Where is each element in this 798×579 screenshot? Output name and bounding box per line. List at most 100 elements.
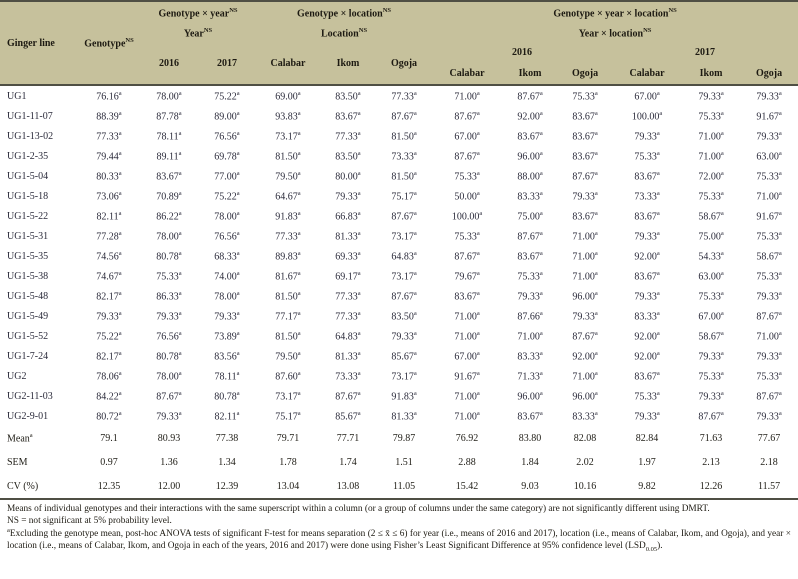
header-2016-calabar: Calabar	[449, 67, 485, 79]
value-cell: 87.67a	[756, 389, 782, 403]
cell-superscript: a	[778, 89, 782, 97]
cell-superscript: a	[178, 89, 182, 97]
value-cell: 72.00a	[698, 169, 724, 183]
header-2017-calabar: Calabar	[629, 67, 665, 79]
cell-superscript: a	[297, 329, 301, 337]
ginger-line-label: UG1-5-35	[7, 250, 49, 262]
summary-label: Meana	[7, 431, 33, 445]
summary-value-cell: 2.13	[702, 456, 720, 468]
cell-superscript: a	[178, 309, 182, 317]
cell-superscript: a	[413, 369, 417, 377]
summary-value-cell: 79.1	[100, 432, 118, 444]
value-cell: 91.83a	[391, 389, 417, 403]
cell-superscript: a	[539, 249, 543, 257]
table-row: UG1-5-38 74.67a 75.33a 74.00a 81.67a 69.17a 73…	[0, 266, 798, 286]
summary-value-cell: 13.04	[276, 480, 300, 492]
header-2017-ikom: Ikom	[699, 67, 723, 79]
value-cell: 73.17a	[391, 269, 417, 283]
value-cell: 75.33a	[634, 149, 660, 163]
value-cell: 78.00a	[156, 369, 182, 383]
value-cell: 85.67a	[335, 409, 361, 423]
summary-row: Meana 79.1 80.93 77.38 79.71 77.71 79.87 76.92 8…	[0, 426, 798, 450]
value-cell: 81.50a	[275, 149, 301, 163]
value-cell: 87.67a	[756, 309, 782, 323]
cell-superscript: a	[297, 169, 301, 177]
ginger-line-label: UG1-5-49	[7, 310, 49, 322]
cell-superscript: a	[118, 109, 122, 117]
footnote-line: Means of individual genotypes and their …	[7, 504, 710, 514]
cell-superscript: a	[236, 149, 240, 157]
cell-superscript: a	[594, 409, 598, 417]
value-cell: 75.33a	[698, 189, 724, 203]
cell-superscript: a	[297, 349, 301, 357]
value-cell: 83.33a	[517, 349, 543, 363]
value-cell: 75.00a	[517, 209, 543, 223]
cell-superscript: a	[236, 309, 240, 317]
value-cell: 87.67a	[572, 329, 598, 343]
value-cell: 87.67a	[454, 109, 480, 123]
cell-superscript: a	[778, 189, 782, 197]
value-cell: 87.60a	[275, 369, 301, 383]
cell-superscript: a	[720, 269, 724, 277]
cell-superscript: a	[476, 129, 480, 137]
value-cell: 63.00a	[756, 149, 782, 163]
value-cell: 83.67a	[572, 209, 598, 223]
value-cell: 88.39a	[96, 109, 122, 123]
table-header: Ginger line GenotypeNS Genotype × yearNS…	[0, 1, 798, 85]
cell-superscript: a	[236, 349, 240, 357]
cell-superscript: a	[539, 169, 543, 177]
value-cell: 83.67a	[634, 269, 660, 283]
cell-superscript: a	[539, 229, 543, 237]
value-cell: 87.78a	[156, 109, 182, 123]
summary-value-cell: 11.05	[392, 480, 416, 492]
cell-superscript: a	[476, 229, 480, 237]
cell-superscript: a	[357, 349, 361, 357]
value-cell: 77.33a	[391, 89, 417, 103]
cell-superscript: a	[357, 329, 361, 337]
table-row: UG1-11-07 88.39a 87.78a 89.00a 93.83a 83.67a 8…	[0, 106, 798, 126]
value-cell: 77.00a	[214, 169, 240, 183]
value-cell: 71.00a	[454, 309, 480, 323]
ns-superscript: NS	[643, 27, 652, 35]
summary-value-cell: 1.74	[339, 456, 357, 468]
ns-superscript: NS	[203, 27, 213, 35]
cell-superscript: a	[357, 149, 361, 157]
value-cell: 76.56a	[214, 129, 240, 143]
value-cell: 78.00a	[156, 229, 182, 243]
value-cell: 69.33a	[335, 249, 361, 263]
header-year: YearNS	[183, 27, 213, 40]
value-cell: 92.00a	[572, 349, 598, 363]
cell-superscript: a	[659, 109, 663, 117]
cell-superscript: a	[594, 269, 598, 277]
cell-superscript: a	[656, 389, 660, 397]
cell-superscript: a	[118, 229, 122, 237]
cell-superscript: a	[118, 129, 122, 137]
value-cell: 87.67a	[572, 169, 598, 183]
summary-value-cell: 1.51	[395, 456, 413, 468]
value-cell: 80.00a	[335, 169, 361, 183]
summary-value-cell: 77.67	[757, 432, 781, 444]
value-cell: 78.00a	[214, 209, 240, 223]
value-cell: 71.00a	[454, 389, 480, 403]
value-cell: 73.06a	[96, 189, 122, 203]
cell-superscript: a	[178, 249, 182, 257]
value-cell: 89.83a	[275, 249, 301, 263]
table-row: UG1 76.16a 78.00a 75.22a 69.00a 83.50a 77.33a 7…	[0, 85, 798, 106]
ns-superscript: NS	[125, 36, 134, 44]
value-cell: 83.50a	[335, 89, 361, 103]
header-calabar: Calabar	[270, 58, 306, 69]
cell-superscript: a	[236, 329, 240, 337]
value-cell: 75.33a	[756, 169, 782, 183]
cell-superscript: a	[539, 329, 543, 337]
summary-value-cell: 12.39	[215, 480, 239, 492]
summary-label: CV (%)	[7, 480, 39, 492]
cell-superscript: a	[297, 249, 301, 257]
value-cell: 74.67a	[96, 269, 122, 283]
cell-superscript: a	[778, 309, 782, 317]
cell-superscript: a	[476, 329, 480, 337]
value-cell: 64.83a	[335, 329, 361, 343]
cell-superscript: a	[236, 249, 240, 257]
cell-superscript: a	[594, 169, 598, 177]
value-cell: 71.00a	[698, 129, 724, 143]
cell-superscript: a	[720, 89, 724, 97]
